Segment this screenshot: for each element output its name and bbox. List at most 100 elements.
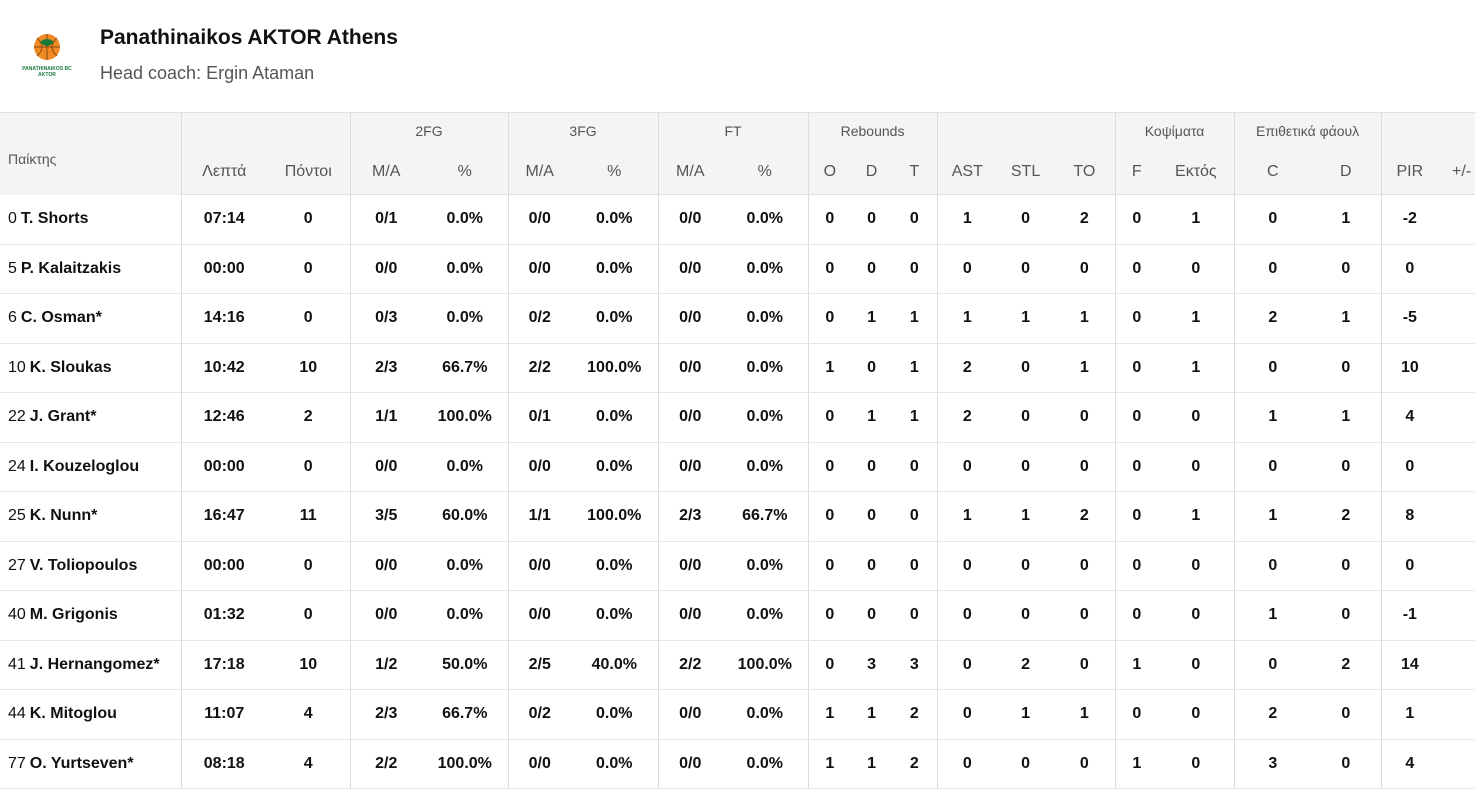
table-row: 5 P. Kalaitzakis 00:00 0 0/0 0.0% 0/0 0.0% 0/0 0.… [0, 244, 1475, 294]
col-ft-ma[interactable]: M/A [657, 149, 723, 195]
cell-reb-d: 0 [851, 194, 893, 245]
player-name[interactable]: O. Yurtseven* [29, 754, 134, 772]
player-name[interactable]: M. Grigonis [29, 606, 118, 624]
col-2fg-pct[interactable]: % [422, 149, 509, 195]
col-reb-t[interactable]: T [892, 149, 938, 195]
player-name[interactable]: T. Shorts [20, 210, 89, 227]
cell-reb-t: 0 [892, 244, 938, 294]
cell-blk-ag: 1 [1158, 194, 1235, 245]
player-name[interactable]: C. Osman* [20, 309, 102, 327]
player-cell[interactable]: 27 V. Toliopoulos [0, 541, 181, 591]
cell-2fg-pct: 50.0% [422, 640, 509, 690]
svg-text:PANATHINAIKOS BC: PANATHINAIKOS BC [22, 66, 72, 72]
player-cell[interactable]: 0 T. Shorts [0, 194, 181, 245]
col-foul-c[interactable]: C [1233, 149, 1312, 195]
cell-3fg-ma: 0/2 [507, 689, 572, 740]
cell-to: 0 [1054, 442, 1116, 492]
player-number: 24 [8, 457, 26, 475]
cell-minutes: 14:16 [180, 293, 267, 344]
cell-3fg-ma: 1/1 [507, 491, 572, 542]
cell-3fg-pct: 0.0% [571, 194, 659, 245]
player-name[interactable]: J. Hernangomez* [29, 655, 160, 673]
cell-pir: 4 [1380, 739, 1439, 789]
player-cell[interactable]: 6 C. Osman* [0, 293, 181, 344]
cell-pir: 0 [1380, 442, 1439, 492]
player-name[interactable]: K. Sloukas [29, 358, 112, 376]
col-points[interactable]: Πόντοι [267, 149, 350, 195]
col-foul-d[interactable]: D [1311, 149, 1382, 195]
cell-foul-d: 0 [1311, 541, 1382, 591]
col-ft-pct[interactable]: % [722, 149, 809, 195]
cell-to: 0 [1054, 640, 1116, 690]
cell-2fg-ma: 2/2 [349, 739, 422, 789]
cell-reb-d: 0 [851, 541, 893, 591]
player-name[interactable]: K. Mitoglou [29, 705, 117, 723]
player-name[interactable]: J. Grant* [29, 408, 97, 426]
col-stl[interactable]: STL [997, 149, 1055, 195]
player-name[interactable]: I. Kouzeloglou [29, 457, 140, 475]
player-cell[interactable]: 5 P. Kalaitzakis [0, 244, 181, 294]
col-blk-ag[interactable]: Εκτός [1158, 149, 1235, 195]
cell-3fg-ma: 0/0 [507, 442, 572, 492]
col-reb-o[interactable]: O [807, 149, 852, 195]
cell-ft-pct: 0.0% [722, 689, 809, 740]
cell-blk-f: 0 [1114, 491, 1159, 542]
player-cell[interactable]: 22 J. Grant* [0, 392, 181, 443]
cell-foul-d: 2 [1311, 640, 1382, 690]
cell-ft-pct: 0.0% [722, 541, 809, 591]
cell-ast: 0 [936, 640, 998, 690]
cell-pir: 8 [1380, 491, 1439, 542]
cell-ft-pct: 0.0% [722, 244, 809, 294]
col-player[interactable]: Παίκτης [0, 112, 181, 195]
cell-foul-d: 1 [1311, 293, 1382, 344]
cell-3fg-pct: 40.0% [571, 640, 659, 690]
col-3fg-ma[interactable]: M/A [507, 149, 572, 195]
col-pir[interactable]: PIR [1380, 149, 1439, 195]
cell-minutes: 12:46 [180, 392, 267, 443]
cell-ft-ma: 0/0 [657, 739, 723, 789]
cell-reb-d: 0 [851, 590, 893, 641]
cell-blk-ag: 1 [1158, 491, 1235, 542]
player-cell[interactable]: 77 O. Yurtseven* [0, 739, 181, 789]
player-cell[interactable]: 25 K. Nunn* [0, 491, 181, 542]
cell-pir: 0 [1380, 541, 1439, 591]
col-minutes[interactable]: Λεπτά [180, 149, 267, 195]
cell-2fg-ma: 1/1 [349, 392, 422, 443]
cell-ft-pct: 0.0% [722, 590, 809, 641]
cell-2fg-ma: 2/3 [349, 689, 422, 740]
player-cell[interactable]: 44 K. Mitoglou [0, 689, 181, 740]
cell-blk-f: 0 [1114, 293, 1159, 344]
col-to[interactable]: TO [1054, 149, 1116, 195]
cell-ft-pct: 0.0% [722, 442, 809, 492]
col-ast[interactable]: AST [936, 149, 998, 195]
cell-blk-f: 0 [1114, 244, 1159, 294]
player-cell[interactable]: 10 K. Sloukas [0, 343, 181, 393]
cell-ft-pct: 0.0% [722, 739, 809, 789]
cell-reb-d: 0 [851, 343, 893, 393]
player-cell[interactable]: 24 I. Kouzeloglou [0, 442, 181, 492]
cell-reb-t: 0 [892, 442, 938, 492]
player-name[interactable]: V. Toliopoulos [29, 556, 138, 574]
cell-pir: 0 [1380, 244, 1439, 294]
col-reb-d[interactable]: D [851, 149, 893, 195]
cell-points: 11 [267, 491, 350, 542]
player-cell[interactable]: 41 J. Hernangomez* [0, 640, 181, 690]
col-2fg-ma[interactable]: M/A [349, 149, 422, 195]
cell-reb-t: 3 [892, 640, 938, 690]
cell-2fg-pct: 100.0% [422, 392, 509, 443]
cell-plus-minus [1438, 590, 1475, 641]
cell-plus-minus [1438, 442, 1475, 492]
cell-blk-ag: 0 [1158, 442, 1235, 492]
player-cell[interactable]: 40 M. Grigonis [0, 590, 181, 641]
cell-ft-ma: 0/0 [657, 194, 723, 245]
player-name[interactable]: K. Nunn* [29, 507, 98, 525]
cell-reb-t: 0 [892, 491, 938, 542]
cell-reb-d: 1 [851, 739, 893, 789]
col-3fg-pct[interactable]: % [571, 149, 659, 195]
player-name[interactable]: P. Kalaitzakis [20, 259, 122, 277]
cell-stl: 0 [997, 343, 1055, 393]
col-blk-f[interactable]: F [1114, 149, 1159, 195]
cell-reb-o: 0 [807, 244, 852, 294]
col-plus-minus[interactable]: +/- [1438, 149, 1475, 195]
cell-3fg-ma: 0/0 [507, 739, 572, 789]
